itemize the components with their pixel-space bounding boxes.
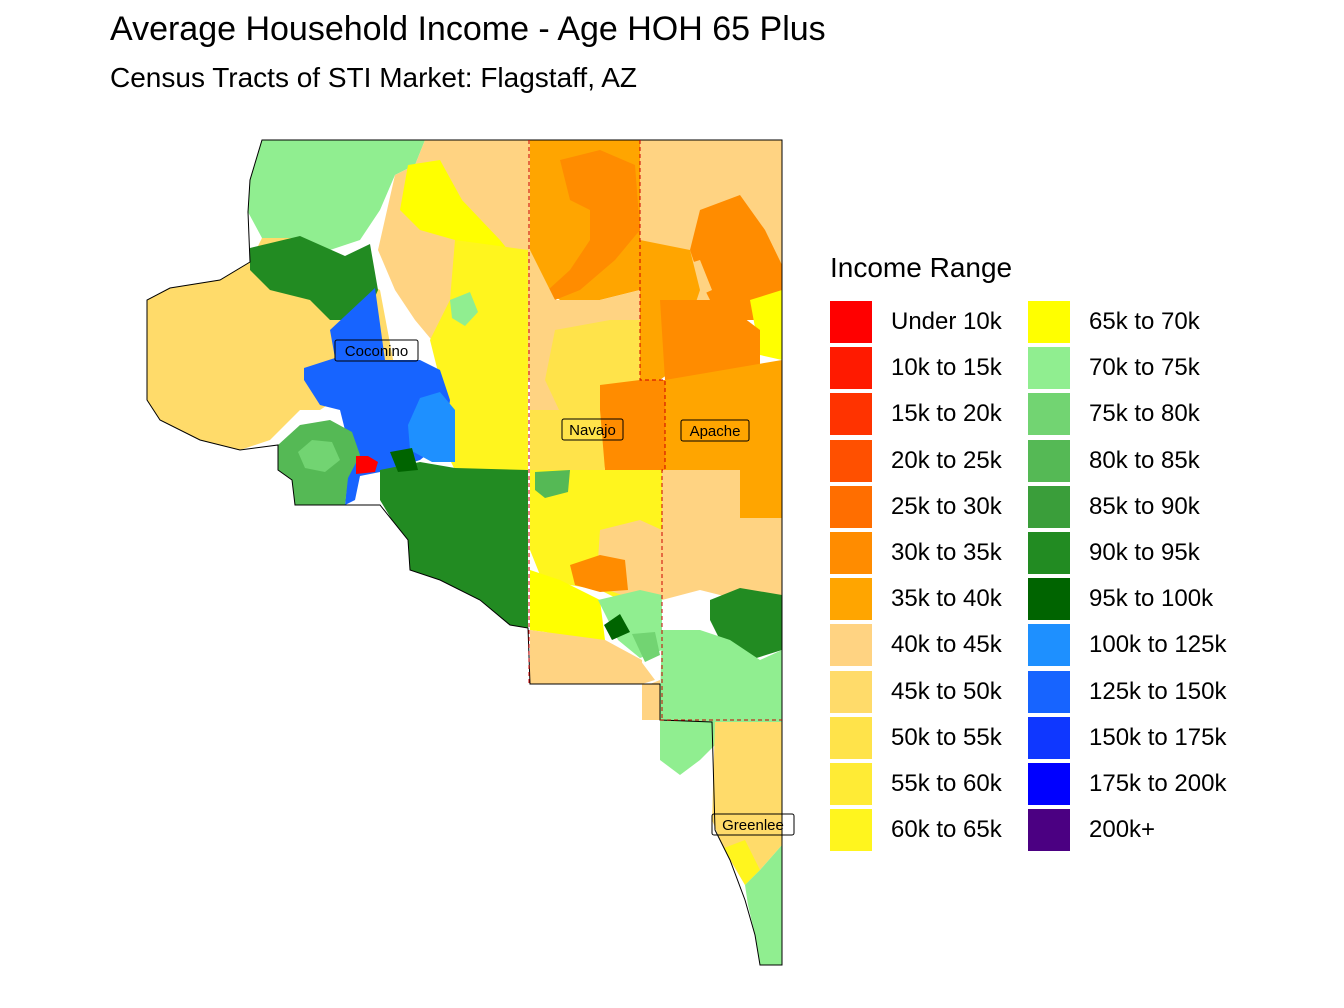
legend-swatch bbox=[830, 485, 872, 528]
county-name: Navajo bbox=[569, 422, 616, 439]
legend-label: 100k to 125k bbox=[1089, 631, 1227, 659]
legend-swatch bbox=[1028, 716, 1070, 759]
chart-subtitle: Census Tracts of STI Market: Flagstaff, … bbox=[110, 62, 637, 93]
legend-swatch bbox=[1028, 809, 1070, 852]
legend-swatch bbox=[1028, 393, 1070, 436]
county-label-apache: Apache bbox=[680, 419, 750, 442]
legend-label: 45k to 50k bbox=[891, 677, 1002, 705]
tract-apache-mid-yelloworange bbox=[665, 360, 782, 470]
tract-flagstaff-lightblue bbox=[408, 392, 455, 462]
legend-label: 50k to 55k bbox=[891, 723, 1002, 751]
tract-navajo-green-small bbox=[632, 632, 660, 662]
legend-swatch bbox=[1028, 301, 1070, 343]
tract-coconino-small-green bbox=[450, 292, 478, 326]
legend-label: 60k to 65k bbox=[891, 816, 1002, 844]
chart-title: Average Household Income - Age HOH 65 Pl… bbox=[110, 10, 826, 48]
legend-label: 40k to 45k bbox=[891, 631, 1002, 659]
tract-navajo-darkgreen bbox=[604, 614, 630, 640]
legend-label: 25k to 30k bbox=[891, 492, 1002, 520]
legend-swatch bbox=[1028, 762, 1070, 805]
tract-apache-mid-orange bbox=[660, 300, 760, 380]
region-outline bbox=[146, 139, 783, 966]
legend-swatch bbox=[830, 670, 872, 713]
legend-label: 30k to 35k bbox=[891, 538, 1002, 566]
county-name: Coconino bbox=[345, 343, 408, 360]
legend-label: 20k to 25k bbox=[891, 446, 1002, 474]
legend-label: 55k to 60k bbox=[891, 769, 1002, 797]
legend-label: 15k to 20k bbox=[891, 400, 1002, 428]
legend-label: 175k to 200k bbox=[1089, 769, 1227, 797]
tract-navajo-mid-orange bbox=[600, 380, 665, 470]
legend-label: 125k to 150k bbox=[1089, 677, 1227, 705]
legend-swatch bbox=[830, 762, 872, 805]
legend-swatch bbox=[830, 301, 872, 343]
legend-swatch bbox=[1028, 485, 1070, 528]
tract-apache-south-lightgreen bbox=[660, 630, 782, 775]
tract-navajo-north-darkorange bbox=[548, 150, 640, 300]
county-name: Greenlee bbox=[722, 817, 784, 834]
legend-label: 200k+ bbox=[1089, 816, 1156, 844]
legend-swatch bbox=[830, 578, 872, 621]
legend-swatch bbox=[1028, 624, 1070, 667]
tract-navajo-orange-south bbox=[570, 555, 628, 592]
legend-swatch bbox=[830, 624, 872, 667]
county-label-greenlee: Greenlee bbox=[711, 813, 795, 836]
county-name: Apache bbox=[690, 423, 741, 440]
tract-navajo-yellow-sw bbox=[530, 570, 605, 640]
tract-coconino-sw-lightgreen bbox=[298, 440, 340, 472]
county-border-navajo-apache bbox=[639, 140, 666, 720]
legend-label: 10k to 15k bbox=[891, 354, 1002, 382]
choropleth-map: Coconino Navajo Apache Greenlee bbox=[146, 139, 795, 966]
tract-coconino-south-forest bbox=[380, 462, 528, 628]
tract-apache-south-tan bbox=[662, 470, 782, 600]
legend-swatch bbox=[1028, 531, 1070, 574]
tract-apache-ne-orange bbox=[690, 195, 782, 320]
legend-label: 80k to 85k bbox=[1089, 446, 1200, 474]
county-label-navajo: Navajo bbox=[561, 418, 624, 441]
legend-label: 35k to 40k bbox=[891, 585, 1002, 613]
legend-label: 70k to 75k bbox=[1089, 354, 1200, 382]
tract-flagstaff-red bbox=[356, 456, 378, 474]
legend-swatch bbox=[830, 347, 872, 390]
legend-label: Under 10k bbox=[891, 308, 1002, 335]
legend-label: 75k to 80k bbox=[1089, 400, 1200, 428]
legend-label: 90k to 95k bbox=[1089, 538, 1200, 566]
legend-swatch bbox=[1028, 670, 1070, 713]
tract-greenlee-green bbox=[745, 845, 782, 965]
tract-greenlee-tan bbox=[712, 722, 782, 885]
tract-navajo-bottom-tan2 bbox=[530, 630, 642, 684]
legend-label: 150k to 175k bbox=[1089, 723, 1227, 751]
legend-label: 65k to 70k bbox=[1089, 308, 1200, 335]
county-label-coconino: Coconino bbox=[334, 339, 419, 362]
legend-swatch bbox=[830, 716, 872, 759]
tract-coconino-dark-band bbox=[250, 236, 378, 320]
tract-coconino-yellow-north bbox=[400, 160, 520, 270]
tract-coconino-north-green bbox=[248, 140, 425, 250]
legend-swatch bbox=[1028, 578, 1070, 621]
legend-swatch bbox=[830, 809, 872, 852]
tract-navajo-green-spot bbox=[535, 470, 570, 498]
legend-swatch bbox=[830, 531, 872, 574]
legend-label: 85k to 90k bbox=[1089, 492, 1200, 520]
legend-title: Income Range bbox=[830, 252, 1013, 283]
tract-flagstaff-darkgreen bbox=[390, 448, 418, 472]
legend-swatch bbox=[830, 393, 872, 436]
legend-swatch bbox=[830, 439, 872, 482]
tract-greenlee-yellow bbox=[724, 840, 760, 885]
legend-swatch bbox=[1028, 347, 1070, 390]
legend-swatch bbox=[1028, 439, 1070, 482]
legend-label: 95k to 100k bbox=[1089, 585, 1214, 613]
